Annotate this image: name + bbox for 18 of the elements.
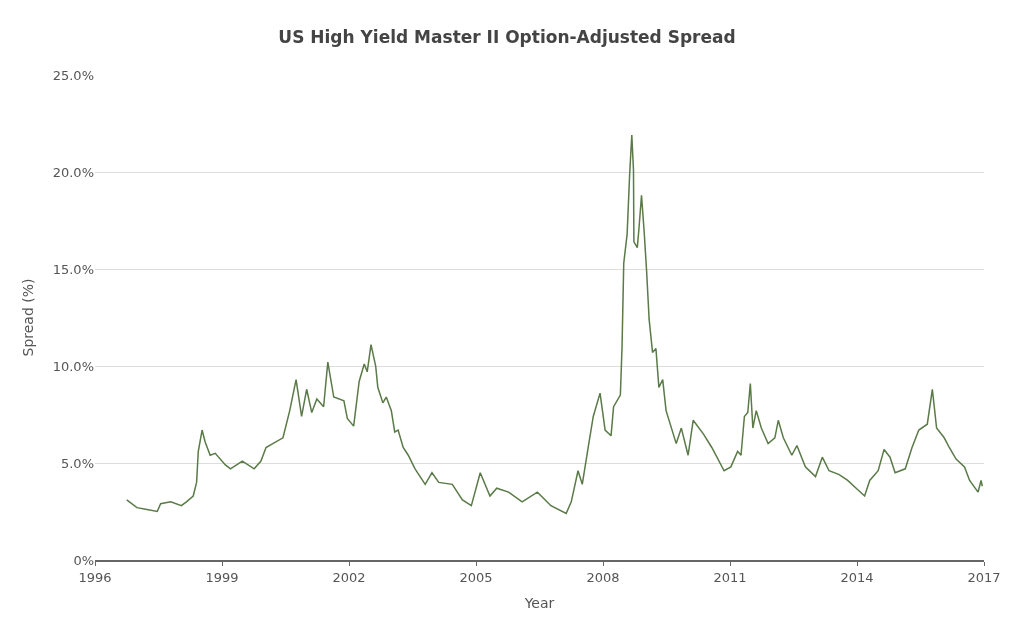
x-tick-label: 2017 — [967, 569, 1001, 585]
chart-title: US High Yield Master II Option-Adjusted Spread — [278, 26, 736, 47]
y-axis-title: Spread (%) — [20, 278, 37, 357]
x-tick-label: 1999 — [205, 569, 239, 585]
x-tick-label: 2014 — [840, 569, 874, 585]
y-tick-label: 10.0% — [52, 358, 94, 374]
y-tick-label: 25.0% — [52, 67, 94, 83]
y-tick-label: 20.0% — [52, 164, 94, 180]
x-tick-label: 2002 — [332, 569, 366, 585]
x-axis-title: Year — [523, 595, 555, 612]
x-tick-label: 2008 — [586, 569, 620, 585]
x-tick-label: 2005 — [459, 569, 493, 585]
y-tick-label: 15.0% — [52, 261, 94, 277]
y-tick-label: 5.0% — [60, 455, 94, 471]
y-tick-label: 0% — [73, 552, 94, 568]
x-tick-label: 2011 — [713, 569, 747, 585]
x-tick-label: 1996 — [78, 569, 112, 585]
line-series — [126, 134, 984, 515]
